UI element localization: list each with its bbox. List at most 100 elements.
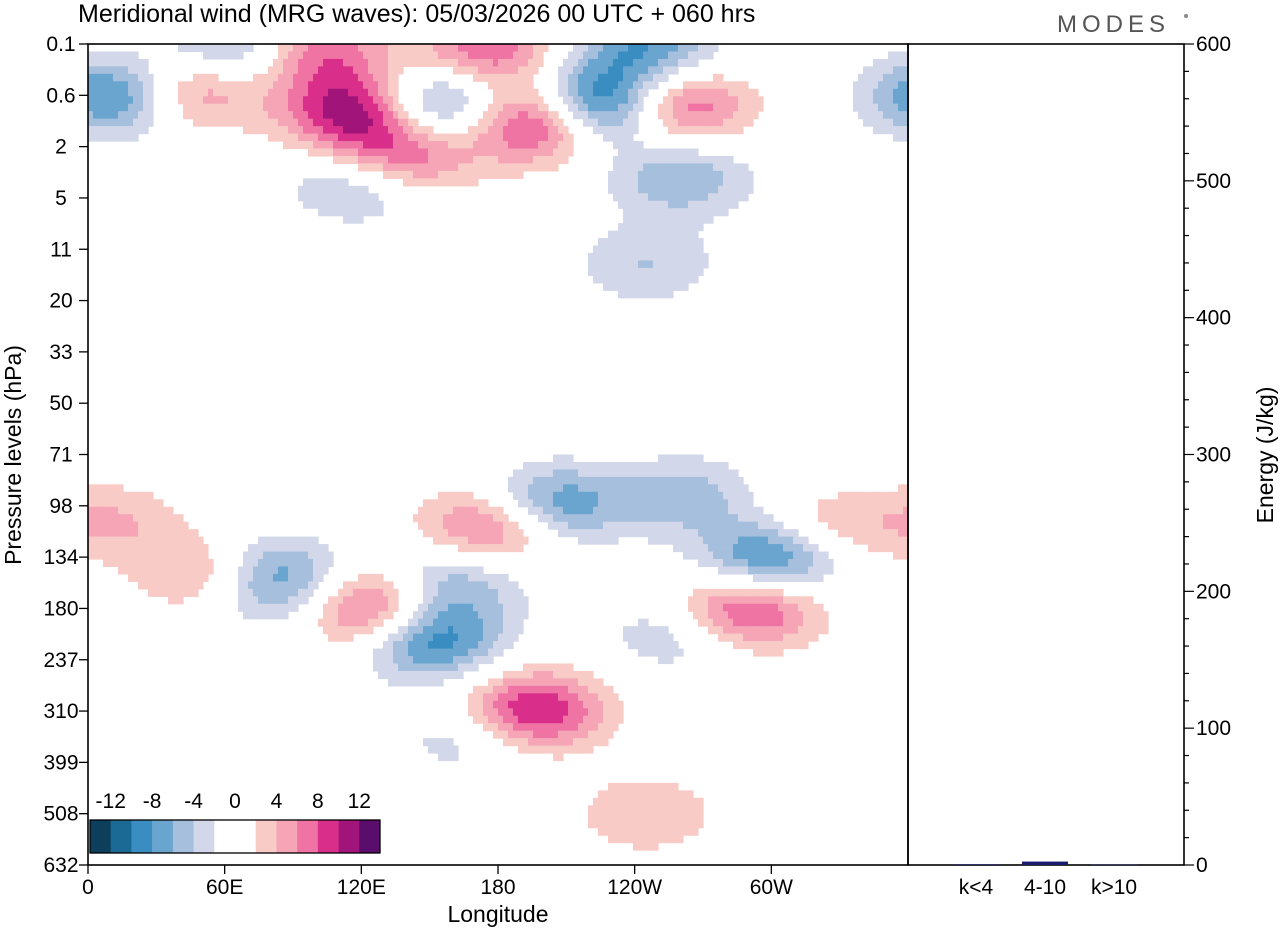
heatmap-cell xyxy=(618,290,624,299)
heatmap-cell xyxy=(758,596,764,605)
heatmap-cell xyxy=(633,641,639,650)
heatmap-cell xyxy=(748,588,754,597)
heatmap-cell xyxy=(513,618,519,627)
heatmap-cell xyxy=(673,223,679,232)
heatmap-cell xyxy=(418,663,424,672)
heatmap-cell xyxy=(843,491,849,500)
heatmap-cell xyxy=(358,141,364,150)
heatmap-cell xyxy=(373,81,379,90)
heatmap-cell xyxy=(483,126,489,135)
heatmap-cell xyxy=(738,491,744,500)
heatmap-cell xyxy=(818,603,824,612)
heatmap-cell xyxy=(663,506,669,515)
heatmap-cell xyxy=(568,454,574,463)
heatmap-cell xyxy=(878,506,884,515)
heatmap-cell xyxy=(533,51,539,60)
heatmap-cell xyxy=(493,118,499,127)
heatmap-cell xyxy=(673,252,679,262)
heatmap-cell xyxy=(458,581,464,590)
heatmap-cell xyxy=(658,506,664,515)
heatmap-cell xyxy=(338,111,344,120)
heatmap-cell xyxy=(708,163,714,172)
heatmap-cell xyxy=(503,81,509,90)
heatmap-cell xyxy=(818,618,824,627)
heatmap-cell xyxy=(93,58,99,67)
heatmap-cell xyxy=(318,558,324,568)
heatmap-cell xyxy=(423,178,429,187)
heatmap-cell xyxy=(118,118,124,127)
heatmap-cell xyxy=(693,536,699,545)
heatmap-cell xyxy=(663,118,669,127)
heatmap-cell xyxy=(558,745,564,754)
heatmap-cell xyxy=(383,656,389,665)
heatmap-cell xyxy=(443,103,449,112)
heatmap-cell xyxy=(648,835,654,844)
heatmap-cell xyxy=(638,170,644,179)
heatmap-cell xyxy=(493,708,499,717)
heatmap-cell xyxy=(543,461,549,471)
heatmap-cell xyxy=(388,663,394,672)
heatmap-cell xyxy=(678,805,684,814)
heatmap-cell xyxy=(268,611,274,620)
heatmap-cell xyxy=(608,812,614,821)
heatmap-cell xyxy=(438,641,444,650)
heatmap-cell xyxy=(653,514,659,523)
heatmap-cell xyxy=(388,641,394,650)
heatmap-cell xyxy=(678,484,684,493)
heatmap-cell xyxy=(368,148,374,157)
heatmap-cell xyxy=(603,708,609,717)
heatmap-cell xyxy=(133,111,139,120)
heatmap-cell xyxy=(563,700,569,709)
heatmap-cell xyxy=(118,58,124,67)
heatmap-cell xyxy=(548,484,554,493)
heatmap-cell xyxy=(473,514,479,523)
heatmap-cell xyxy=(408,626,414,635)
heatmap-cell xyxy=(278,73,284,82)
heatmap-cell xyxy=(893,51,899,60)
heatmap-cell xyxy=(523,66,529,75)
heatmap-cell xyxy=(748,551,754,560)
heatmap-cell xyxy=(343,58,349,67)
heatmap-cell xyxy=(293,58,299,67)
heatmap-cell xyxy=(468,514,474,523)
heatmap-cell xyxy=(583,700,589,709)
heatmap-cell xyxy=(398,103,404,112)
heatmap-cell xyxy=(508,170,514,179)
heatmap-cell xyxy=(528,73,534,82)
heatmap-cell xyxy=(853,499,859,508)
heatmap-cell xyxy=(718,208,724,217)
heatmap-cell xyxy=(773,529,779,538)
heatmap-cell xyxy=(483,603,489,612)
heatmap-cell xyxy=(558,155,564,165)
heatmap-cell xyxy=(728,155,734,165)
heatmap-cell xyxy=(653,200,659,209)
heatmap-cell xyxy=(653,782,659,791)
heatmap-cell xyxy=(653,626,659,635)
heatmap-cell xyxy=(573,723,579,732)
heatmap-cell xyxy=(473,641,479,650)
heatmap-cell xyxy=(613,185,619,194)
heatmap-cell xyxy=(463,141,469,150)
heatmap-cell xyxy=(513,491,519,500)
heatmap-cell xyxy=(608,506,614,515)
heatmap-cell xyxy=(593,700,599,709)
heatmap-cell xyxy=(458,648,464,657)
heatmap-cell xyxy=(478,588,484,597)
heatmap-cell xyxy=(603,252,609,262)
heatmap-cell xyxy=(768,633,774,642)
heatmap-cell xyxy=(798,558,804,568)
heatmap-cell xyxy=(498,148,504,157)
heatmap-cell xyxy=(483,693,489,702)
heatmap-cell xyxy=(893,521,899,530)
heatmap-cell xyxy=(318,178,324,187)
heatmap-cell xyxy=(143,514,149,523)
heatmap-cell xyxy=(108,96,114,105)
heatmap-cell xyxy=(488,521,494,530)
heatmap-cell xyxy=(448,178,454,187)
heatmap-cell xyxy=(713,81,719,90)
heatmap-cell xyxy=(688,81,694,90)
heatmap-cell xyxy=(98,521,104,530)
heatmap-cell xyxy=(428,648,434,657)
heatmap-cell xyxy=(498,133,504,142)
heatmap-cell xyxy=(193,536,199,545)
